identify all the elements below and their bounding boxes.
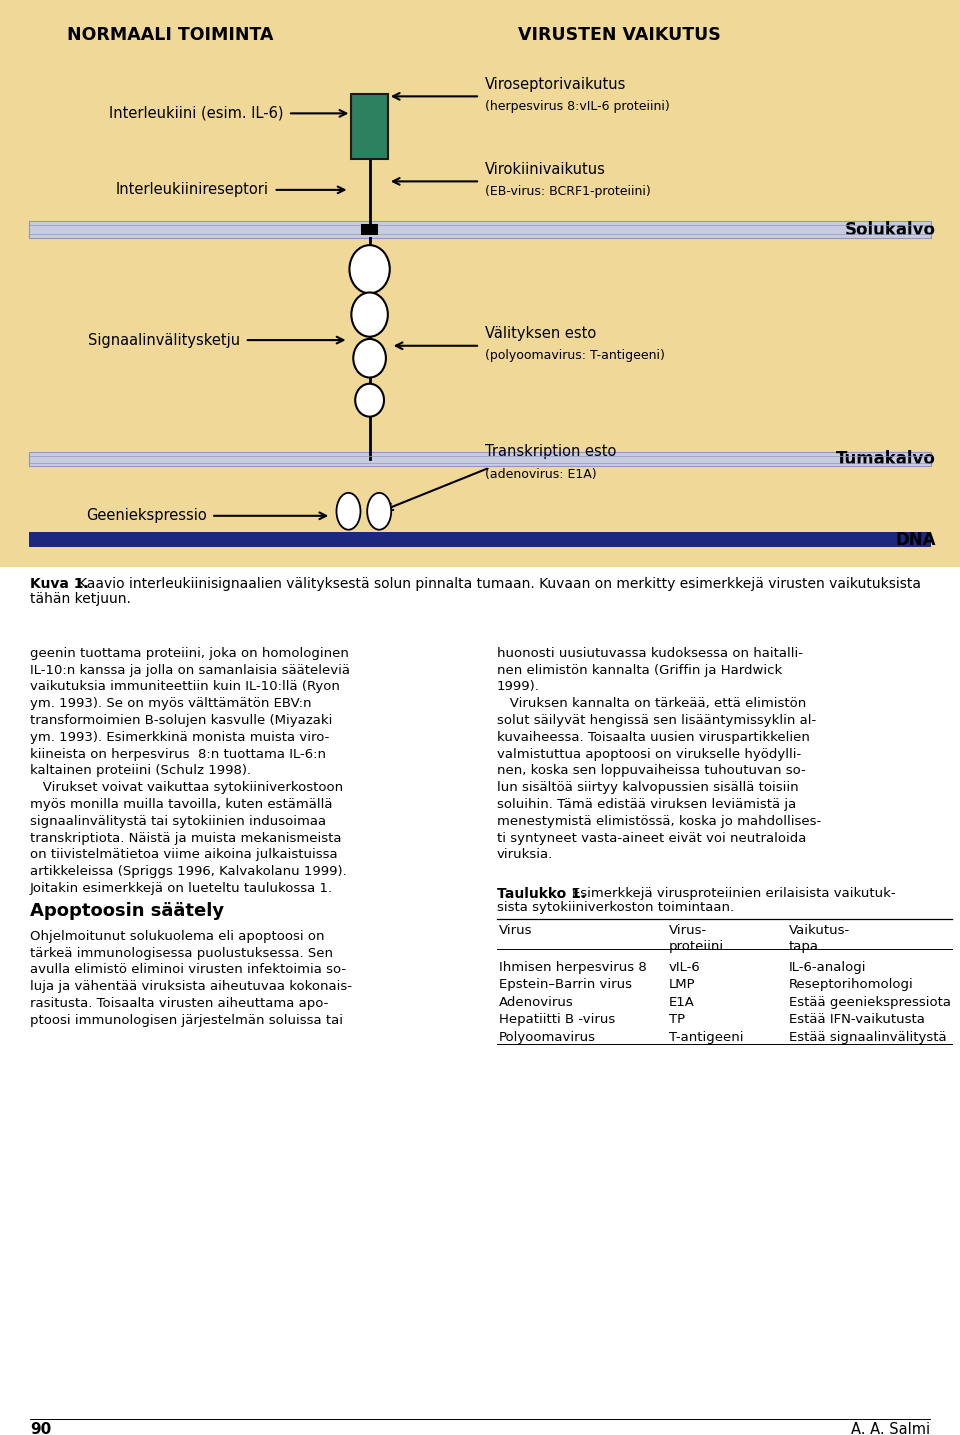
Ellipse shape [349, 245, 390, 293]
Text: Välityksen esto: Välityksen esto [485, 326, 596, 342]
Text: Kaavio interleukiinisignaalien välityksestä solun pinnalta tumaan. Kuvaan on mer: Kaavio interleukiinisignaalien välitykse… [78, 577, 921, 591]
Text: (EB-virus: BCRF1-proteiini): (EB-virus: BCRF1-proteiini) [485, 185, 651, 198]
Ellipse shape [368, 492, 392, 530]
Text: Interleukiini (esim. IL-6): Interleukiini (esim. IL-6) [108, 106, 283, 121]
Text: LMP: LMP [669, 979, 696, 992]
Text: (polyoomavirus: T-antigeeni): (polyoomavirus: T-antigeeni) [485, 349, 664, 362]
Text: Polyoomavirus: Polyoomavirus [499, 1030, 596, 1043]
Text: Tumakalvo: Tumakalvo [836, 451, 936, 468]
Text: Transkription esto: Transkription esto [485, 443, 616, 459]
Ellipse shape [355, 383, 384, 416]
Text: Reseptorihomologi: Reseptorihomologi [789, 979, 914, 992]
Text: Signaalinvälitysketju: Signaalinvälitysketju [88, 333, 240, 347]
Text: Ohjelmoitunut solukuolema eli apoptoosi on
tärkeä immunologisessa puolustuksessa: Ohjelmoitunut solukuolema eli apoptoosi … [30, 930, 352, 1027]
Text: (adenovirus: E1A): (adenovirus: E1A) [485, 468, 596, 481]
Text: Estää signaalinvälitystä: Estää signaalinvälitystä [789, 1030, 947, 1043]
Text: Ihmisen herpesvirus 8: Ihmisen herpesvirus 8 [499, 961, 647, 974]
Ellipse shape [351, 293, 388, 337]
Text: Virus: Virus [499, 924, 533, 937]
Bar [29, 532, 931, 547]
Text: IL-6-analogi: IL-6-analogi [789, 961, 867, 974]
Text: Virokiinivaikutus: Virokiinivaikutus [485, 162, 606, 177]
Text: (herpesvirus 8:vIL-6 proteiini): (herpesvirus 8:vIL-6 proteiini) [485, 100, 669, 113]
Text: Viroseptorivaikutus: Viroseptorivaikutus [485, 77, 626, 92]
Text: Geeniekspressio: Geeniekspressio [85, 508, 206, 524]
Text: Esimerkkejä virusproteiinien erilaisista vaikutuk-: Esimerkkejä virusproteiinien erilaisista… [572, 887, 896, 900]
Bar [29, 452, 931, 466]
Text: sista sytokiiniverkoston toimintaan.: sista sytokiiniverkoston toimintaan. [497, 901, 734, 914]
Text: geenin tuottama proteiini, joka on homologinen
IL-10:n kanssa ja jolla on samanl: geenin tuottama proteiini, joka on homol… [30, 647, 350, 895]
Text: VIRUSTEN VAIKUTUS: VIRUSTEN VAIKUTUS [518, 26, 721, 43]
Ellipse shape [337, 492, 361, 530]
Text: Apoptoosin säätely: Apoptoosin säätely [30, 901, 224, 920]
Text: Interleukiinireseptori: Interleukiinireseptori [116, 182, 269, 198]
Text: Vaikutus-
tapa: Vaikutus- tapa [789, 924, 851, 953]
Text: tähän ketjuun.: tähän ketjuun. [30, 591, 131, 606]
Text: 90: 90 [30, 1422, 51, 1435]
Bar [29, 221, 931, 238]
Text: Solukalvo: Solukalvo [845, 221, 936, 238]
Text: Estää IFN-vaikutusta: Estää IFN-vaikutusta [789, 1013, 924, 1026]
Text: Virus-
proteiini: Virus- proteiini [669, 924, 724, 953]
Text: Epstein–Barrin virus: Epstein–Barrin virus [499, 979, 632, 992]
Text: DNA: DNA [896, 531, 936, 548]
Text: A. A. Salmi: A. A. Salmi [851, 1422, 930, 1435]
Bar [361, 224, 378, 235]
Text: Taulukko 1.: Taulukko 1. [497, 887, 587, 901]
Ellipse shape [353, 339, 386, 377]
Text: vIL-6: vIL-6 [669, 961, 701, 974]
Bar [351, 93, 388, 159]
Text: Kuva 1.: Kuva 1. [30, 577, 88, 591]
Text: T-antigeeni: T-antigeeni [669, 1030, 743, 1043]
Text: TP: TP [669, 1013, 685, 1026]
Text: E1A: E1A [669, 996, 695, 1009]
Text: NORMAALI TOIMINTA: NORMAALI TOIMINTA [67, 26, 274, 43]
Text: Adenovirus: Adenovirus [499, 996, 574, 1009]
Text: huonosti uusiutuvassa kudoksessa on haitalli-
nen elimistön kannalta (Griffin ja: huonosti uusiutuvassa kudoksessa on hait… [497, 647, 821, 861]
Text: Estää geeniekspressiota: Estää geeniekspressiota [789, 996, 951, 1009]
Text: Hepatiitti B -virus: Hepatiitti B -virus [499, 1013, 615, 1026]
